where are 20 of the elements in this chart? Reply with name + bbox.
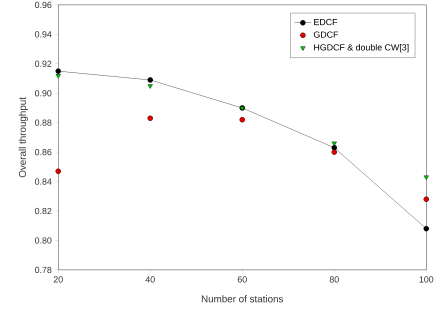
legend-label: GDCF <box>314 31 338 38</box>
legend-label: EDCF <box>314 18 338 26</box>
y-tick-label: 0.88 <box>34 119 52 126</box>
y-tick-label: 0.82 <box>34 208 52 214</box>
legend-label: HGDCF & double CW[3] <box>314 44 409 52</box>
y-tick-label: 0.84 <box>34 178 52 185</box>
x-axis-title: Number of stations <box>202 295 284 302</box>
x-tick-label: 20 <box>54 276 63 283</box>
y-tick-label: 0.80 <box>34 237 52 244</box>
y-tick-label: 0.92 <box>34 60 52 67</box>
y-axis-title: Overall throughput <box>18 97 28 178</box>
y-tick-label: 0.86 <box>34 148 52 156</box>
y-tick-label: 0.94 <box>34 31 52 38</box>
y-tick-label: 0.90 <box>34 90 52 96</box>
x-tick-label: 100 <box>420 276 434 283</box>
y-tick-label: 0.78 <box>34 266 52 273</box>
x-tick-label: 60 <box>238 276 247 283</box>
x-tick-label: 40 <box>146 276 155 283</box>
x-tick-label: 80 <box>330 276 339 283</box>
y-tick-label: 0.96 <box>34 2 52 8</box>
